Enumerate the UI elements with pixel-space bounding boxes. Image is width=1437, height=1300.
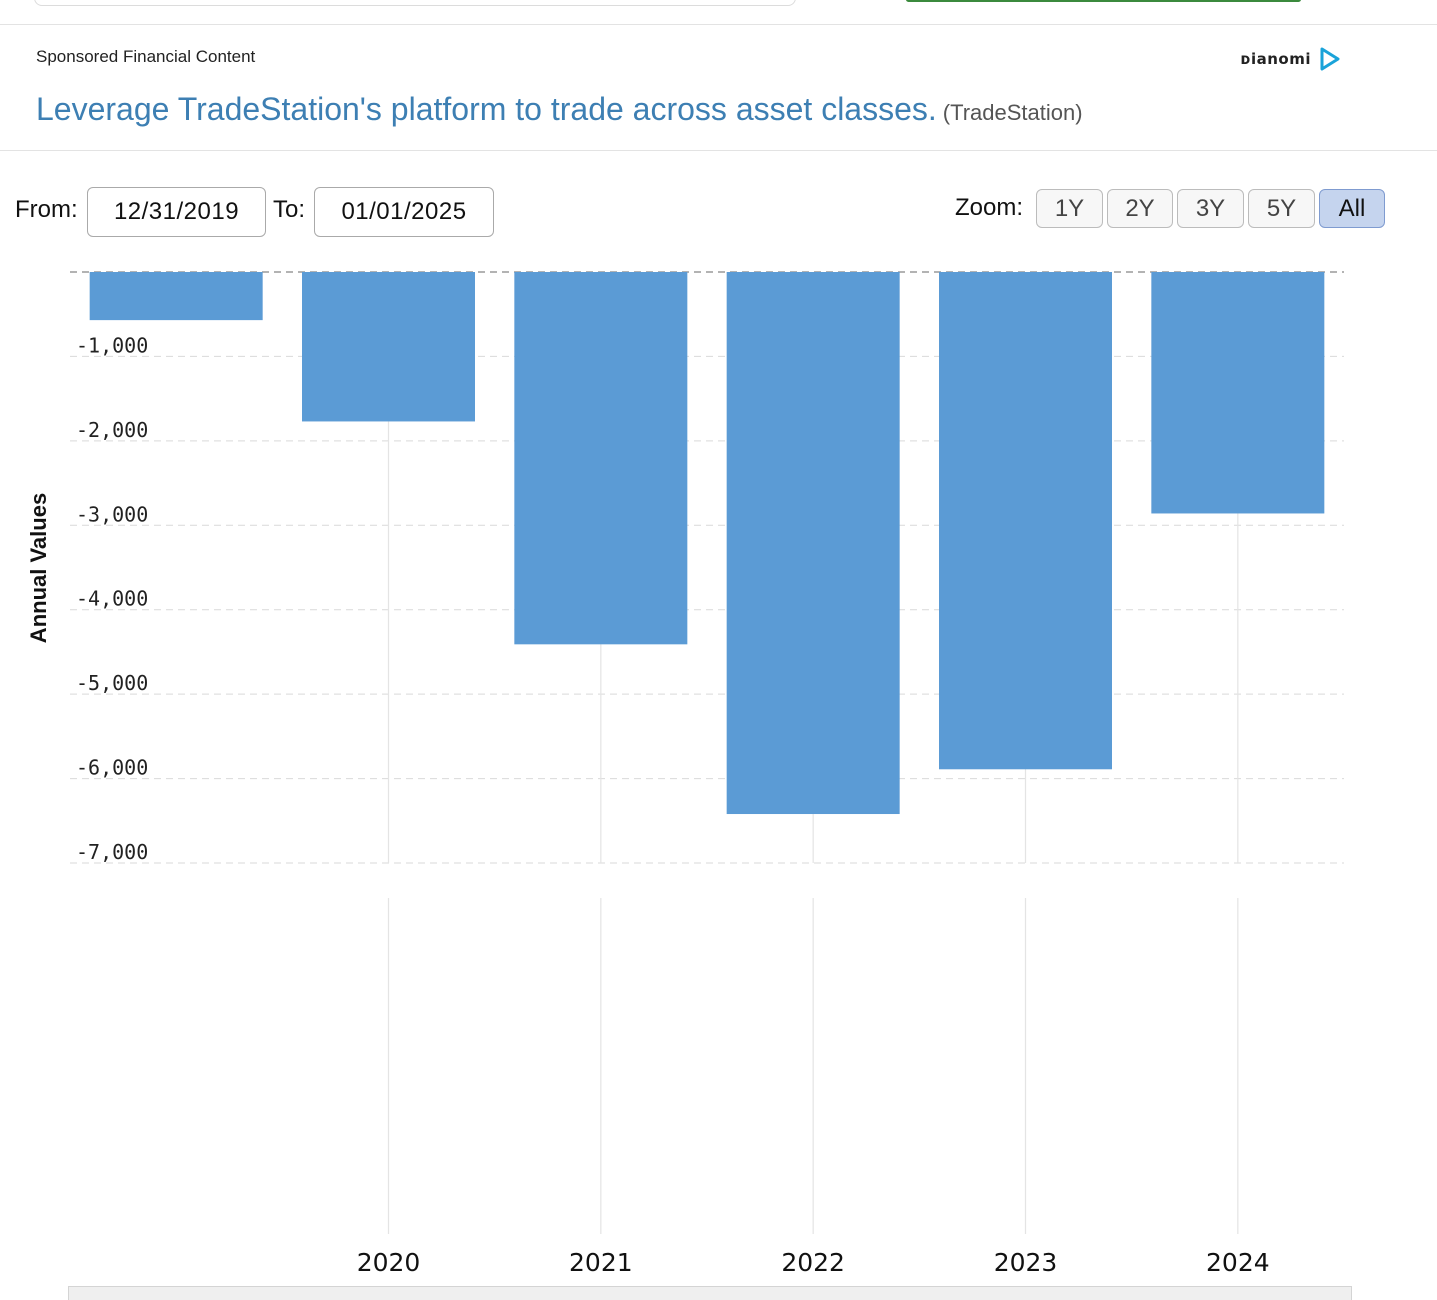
chart-bars	[89, 272, 1325, 815]
zoom-all-button[interactable]: All	[1319, 189, 1385, 228]
bar-2020[interactable]	[302, 272, 475, 422]
ad-link[interactable]: Leverage TradeStation's platform to trad…	[36, 91, 937, 127]
x-tick-label: 2021	[569, 1248, 633, 1277]
ad-source: (TradeStation)	[942, 100, 1083, 125]
x-tick-label: 2023	[994, 1248, 1058, 1277]
y-tick-label: -5,000	[76, 671, 148, 695]
to-label: To:	[273, 196, 306, 223]
bar-2021[interactable]	[514, 272, 688, 645]
y-tick-label: -4,000	[76, 587, 148, 611]
bar-2022[interactable]	[726, 272, 900, 815]
bar-2023[interactable]	[939, 272, 1112, 770]
dianomi-play-icon	[1320, 47, 1340, 71]
annual-values-chart: -1,000 -2,000 -3,000 -4,000 -5,000 -6,000 -7,0…	[26, 271, 1344, 1277]
dianomi-logo[interactable]: ᴅianomi	[1240, 47, 1341, 71]
y-axis-title: Annual Values	[26, 493, 51, 643]
bar-2024[interactable]	[1151, 272, 1325, 514]
bar-2019[interactable]	[89, 272, 263, 321]
from-date-input[interactable]: 12/31/2019	[87, 187, 266, 237]
x-tick-label: 2024	[1206, 1248, 1270, 1277]
ad-label: Sponsored Financial Content	[36, 47, 256, 66]
y-tick-label: -3,000	[76, 502, 148, 526]
x-tick-label: 2022	[781, 1248, 845, 1277]
green-button-edge[interactable]	[906, 0, 1301, 2]
chart-y-tick-labels: -1,000 -2,000 -3,000 -4,000 -5,000 -6,000 -7,0…	[76, 333, 148, 864]
zoom-1y-button[interactable]: 1Y	[1036, 189, 1103, 228]
dianomi-wordmark: ᴅianomi	[1240, 50, 1311, 68]
chart-controls: From: 12/31/2019 To: 01/01/2025 Zoom: 1Y…	[0, 186, 1437, 240]
y-tick-label: -6,000	[76, 756, 148, 780]
chart-gridlines	[70, 271, 1344, 864]
zoom-label: Zoom:	[955, 194, 1024, 221]
y-tick-label: -1,000	[76, 333, 148, 357]
y-tick-label: -7,000	[76, 840, 148, 864]
to-date-input[interactable]: 01/01/2025	[314, 187, 494, 237]
x-tick-label: 2020	[357, 1248, 421, 1277]
zoom-5y-button[interactable]: 5Y	[1248, 189, 1315, 228]
chart-x-tick-labels: 2020 2021 2022 2023 2024	[357, 1248, 1270, 1277]
zoom-3y-button[interactable]: 3Y	[1177, 189, 1244, 228]
chart-navigator-scrollbar[interactable]	[68, 1286, 1352, 1300]
from-label: From:	[15, 196, 78, 223]
ad-headline[interactable]: Leverage TradeStation's platform to trad…	[36, 91, 1083, 128]
search-box-edge[interactable]	[34, 0, 796, 6]
top-strip	[0, 0, 1437, 25]
zoom-2y-button[interactable]: 2Y	[1107, 189, 1173, 228]
sponsored-ad: Sponsored Financial Content ᴅianomi Leve…	[0, 25, 1437, 151]
y-tick-label: -2,000	[76, 418, 148, 442]
